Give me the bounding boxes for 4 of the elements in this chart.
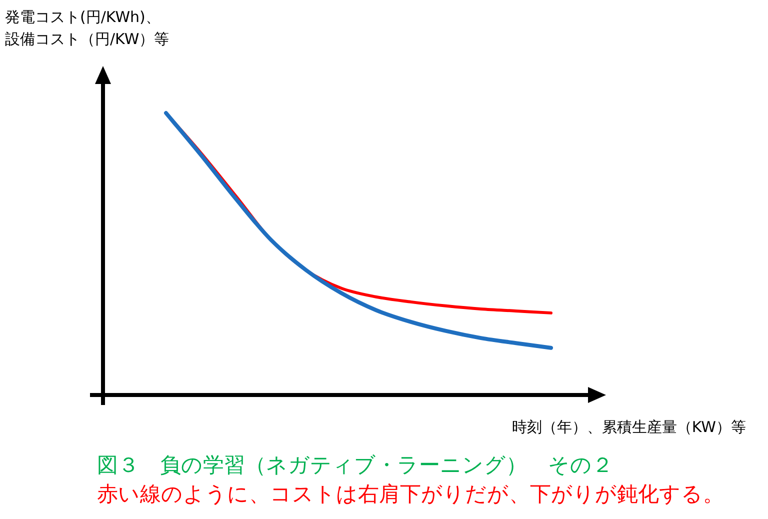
xlabel: 時刻（年）、累積生産量（KW）等 xyxy=(512,418,746,436)
annotation: 図３ 負の学習（ネガティブ・ラーニング） その２ xyxy=(97,453,613,477)
annotation: 赤い線のように、コストは右肩下がりだが、下がりが鈍化する。 xyxy=(97,482,724,506)
ylabel: 発電コスト(円/KWh)、設備コスト（円/KW）等 xyxy=(5,8,170,48)
